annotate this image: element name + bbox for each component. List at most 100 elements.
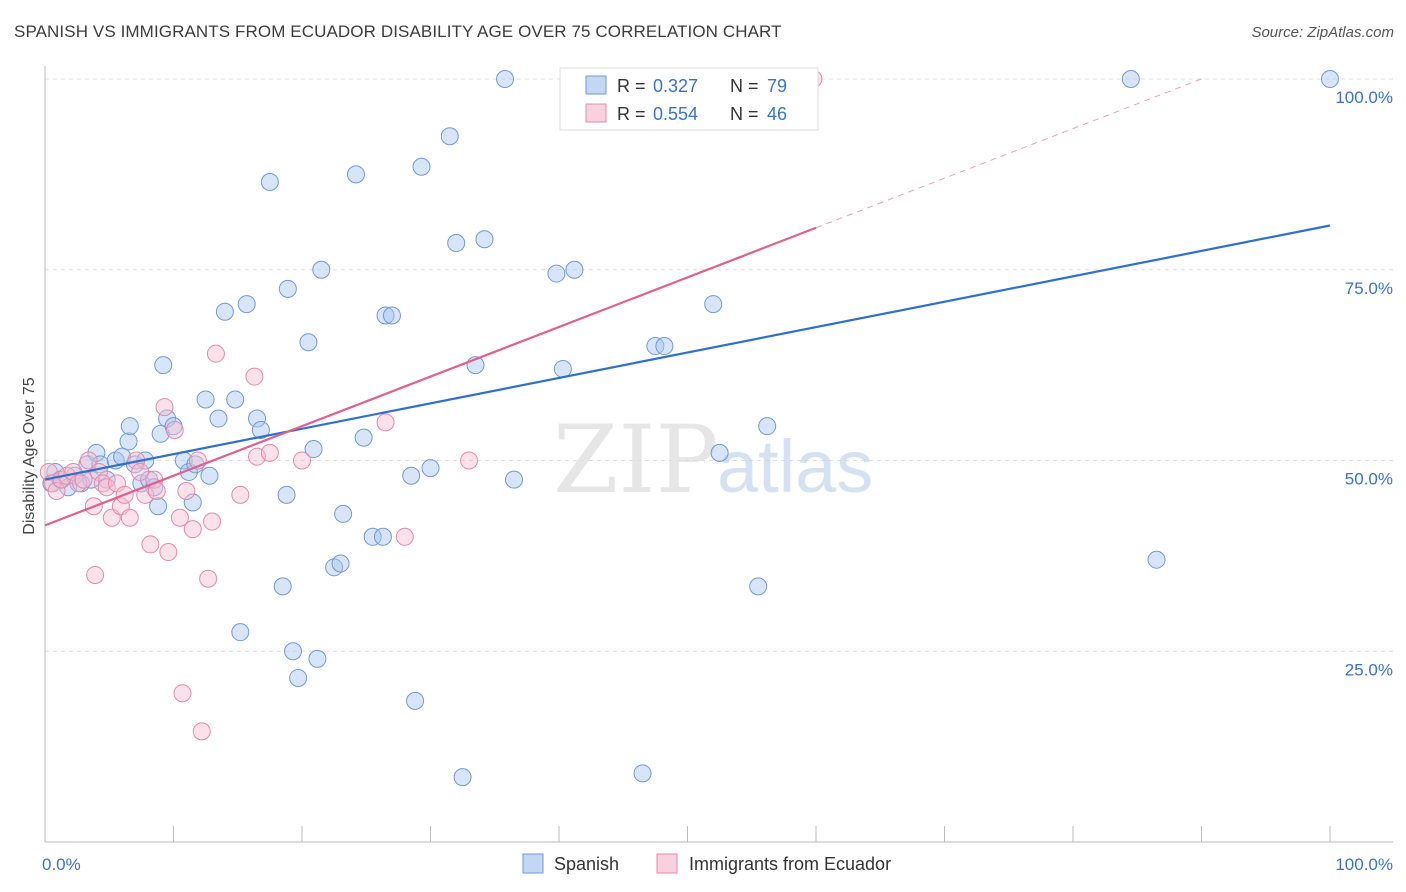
legend-r-label-0: R = (617, 76, 646, 96)
watermark-zip: ZIP (553, 406, 719, 515)
spanish-point-66 (496, 70, 515, 88)
spanish-trend-line (44, 224, 1331, 481)
ecuador-point-44 (460, 451, 479, 470)
ecuador-point-8 (79, 451, 98, 470)
x-tick-label-0: 0.0% (42, 855, 81, 874)
spanish-point-65 (475, 230, 494, 249)
chart-title: SPANISH VS IMMIGRANTS FROM ECUADOR DISAB… (14, 22, 782, 41)
spanish-point-22 (154, 356, 173, 375)
spanish-point-33 (226, 390, 245, 409)
spanish-points (42, 70, 1339, 787)
ecuador-point-40 (260, 443, 279, 462)
spanish-point-8 (87, 443, 106, 462)
spanish-point-76 (749, 577, 768, 596)
spanish-point-80 (1321, 70, 1339, 88)
spanish-point-78 (1121, 70, 1140, 88)
x-tick-labels: 0.0% 100.0% (42, 855, 1393, 874)
ecuador-point-36 (206, 344, 225, 363)
spanish-point-32 (215, 302, 234, 321)
spanish-point-38 (260, 173, 279, 192)
bottom-legend-swatch-ecuador (656, 853, 678, 874)
ecuador-point-22 (141, 535, 160, 554)
legend-bottom: Spanish Immigrants from Ecuador (522, 853, 891, 874)
ecuador-point-41 (293, 451, 311, 470)
ecuador-point-18 (120, 508, 139, 527)
spanish-point-62 (447, 234, 466, 253)
spanish-point-51 (346, 165, 365, 184)
spanish-point-40 (277, 485, 296, 504)
y-tick-labels: 100.0% 75.0% 50.0% 25.0% (1335, 88, 1393, 679)
y-tick-label-0: 100.0% (1335, 88, 1393, 107)
spanish-point-60 (421, 459, 440, 478)
source-label: Source: ZipAtlas.com (1251, 24, 1394, 41)
spanish-point-73 (655, 337, 674, 356)
spanish-point-70 (565, 260, 584, 279)
spanish-point-46 (308, 649, 327, 668)
spanish-point-63 (453, 768, 472, 787)
spanish-point-41 (278, 279, 297, 298)
legend-top: R = 0.327 N = 79 R = 0.554 N = 46 (559, 67, 819, 131)
ecuador-trend-line (44, 226, 817, 527)
ecuador-points (39, 70, 823, 741)
spanish-point-13 (119, 432, 138, 451)
legend-r-value-1: 0.554 (653, 104, 698, 124)
spanish-point-30 (200, 466, 219, 485)
legend-swatch-spanish (585, 75, 607, 95)
bottom-legend-label-ecuador: Immigrants from Ecuador (689, 854, 891, 874)
x-tick-label-1: 100.0% (1335, 855, 1393, 874)
spanish-point-50 (334, 504, 353, 523)
y-tick-label-2: 50.0% (1345, 470, 1393, 489)
spanish-point-29 (196, 390, 215, 409)
legend-r-label-1: R = (617, 104, 646, 124)
ecuador-point-34 (199, 569, 218, 588)
spanish-point-74 (704, 295, 723, 314)
spanish-point-39 (273, 577, 292, 596)
spanish-point-44 (299, 333, 318, 352)
trend-lines (44, 78, 1331, 527)
ecuador-point-2 (47, 482, 66, 501)
spanish-point-27 (183, 493, 202, 512)
spanish-point-79 (1147, 550, 1166, 569)
spanish-point-75 (710, 443, 729, 462)
bottom-legend-label-spanish: Spanish (554, 854, 619, 874)
ecuador-point-38 (245, 367, 264, 386)
ecuador-point-28 (170, 508, 189, 527)
ecuador-point-42 (376, 413, 395, 432)
spanish-point-61 (440, 127, 459, 146)
spanish-point-57 (402, 466, 421, 485)
spanish-point-56 (382, 306, 401, 325)
spanish-point-52 (354, 428, 373, 447)
ecuador-point-20 (131, 462, 150, 481)
spanish-point-58 (406, 691, 425, 710)
ecuador-point-30 (177, 482, 196, 501)
legend-n-value-0: 79 (767, 76, 787, 96)
grid-lines (45, 78, 1395, 652)
spanish-point-43 (289, 668, 308, 687)
y-axis-label: Disability Age Over 75 (21, 377, 38, 535)
spanish-point-54 (373, 527, 392, 546)
ecuador-point-27 (165, 420, 184, 439)
watermark-atlas: atlas (717, 425, 873, 508)
ecuador-point-10 (86, 565, 105, 584)
ecuador-point-25 (155, 398, 174, 417)
spanish-point-20 (149, 497, 168, 516)
ecuador-point-29 (173, 684, 192, 703)
ecuador-point-35 (203, 512, 222, 531)
legend-n-label-1: N = (730, 104, 759, 124)
bottom-legend-swatch-spanish (522, 853, 544, 874)
ecuador-point-33 (192, 722, 211, 741)
y-tick-label-1: 75.0% (1345, 279, 1393, 298)
spanish-point-77 (758, 417, 777, 436)
spanish-point-45 (304, 440, 323, 459)
ecuador-point-43 (395, 527, 414, 546)
spanish-point-68 (547, 264, 566, 283)
spanish-point-55 (376, 306, 395, 325)
legend-r-value-0: 0.327 (653, 76, 698, 96)
axes (44, 66, 1393, 843)
spanish-point-71 (633, 764, 652, 783)
spanish-point-14 (120, 417, 139, 436)
watermark: ZIP atlas (553, 406, 873, 515)
spanish-point-34 (231, 623, 250, 642)
spanish-point-49 (331, 554, 350, 573)
